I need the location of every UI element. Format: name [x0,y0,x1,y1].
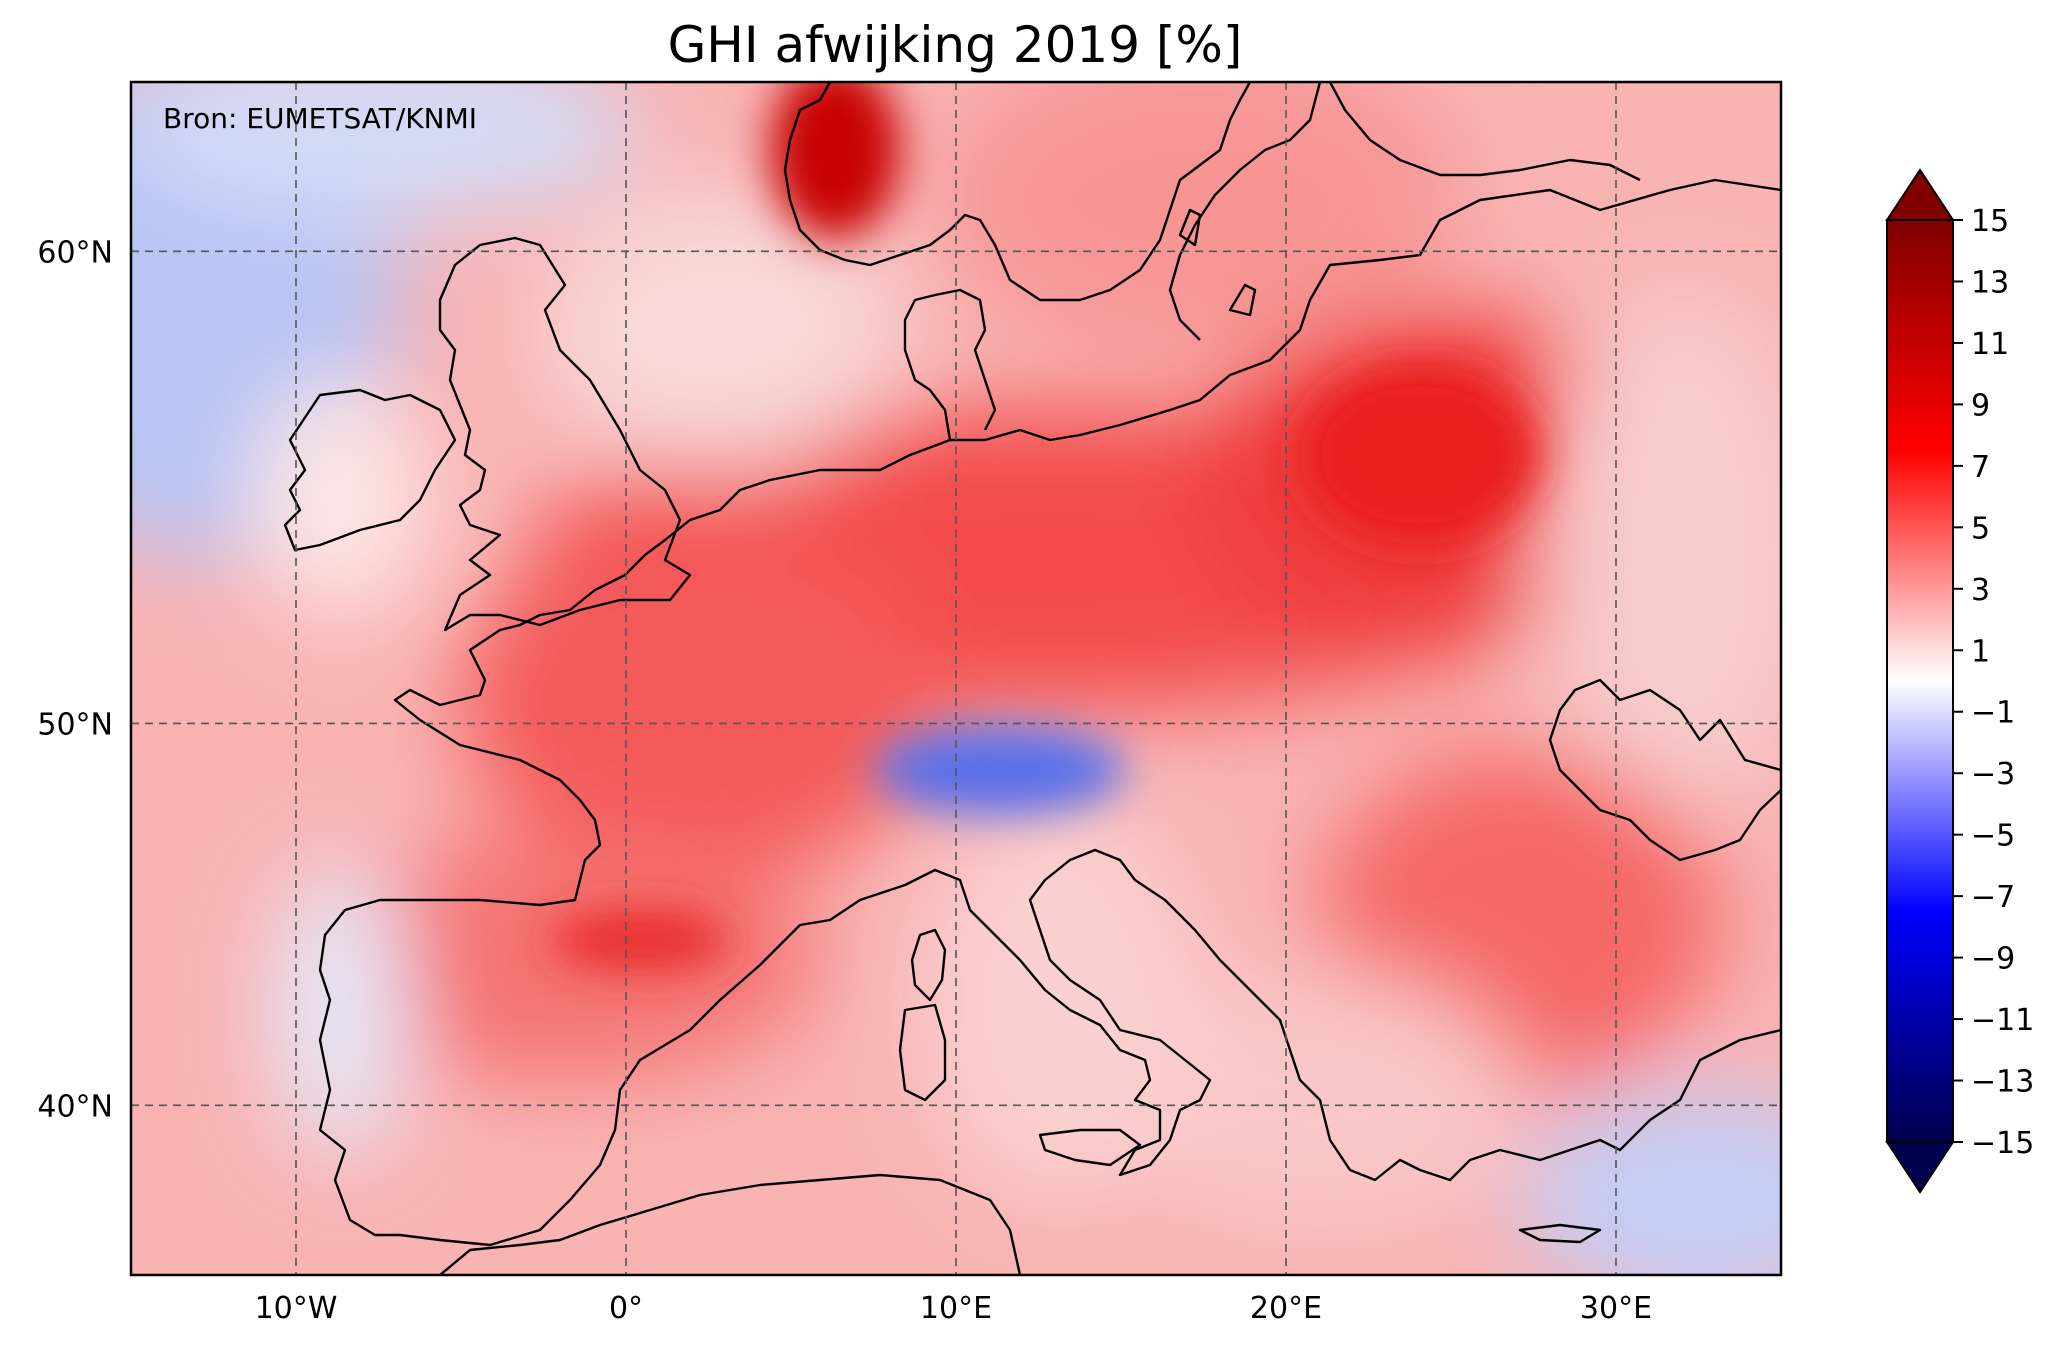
anomaly-blob-spain-ebro [550,910,730,970]
colorbar-tick-label: −15 [1971,1126,2034,1161]
coast-corsica [910,928,947,1002]
colorbar-tick-label: −3 [1971,757,2015,792]
colorbar-tick-label: 11 [1971,327,2009,362]
coast-gulf-bothnia [1168,82,1322,341]
colorbar-tick-label: −13 [1971,1065,2034,1100]
coast-great-britain [438,236,692,632]
coast-sicily [1038,1128,1142,1167]
figure-title: GHI afwijking 2019 [%] [668,16,1243,74]
latitude-tick-labels: 40°N 50°N 60°N [37,235,113,1124]
coast-finland [1328,82,1641,182]
colorbar-tick-label: 9 [1971,388,1990,423]
longitude-tick-labels: 10°W 0° 10°E 20°E 30°E [255,1291,1652,1326]
gridlines [131,82,1781,1275]
lon-tick-label: 10°W [255,1291,338,1326]
anomaly-blob-italy [920,800,1200,1200]
colorbar-tick-label: 5 [1971,511,1990,546]
colorbar-tick-label: −9 [1971,942,2015,977]
lat-tick-label: 40°N [37,1089,113,1124]
coastlines [283,82,1781,1275]
colorbar-ticks: 15 13 11 9 7 5 3 1 −1 −3 −5 −7 −9 −11 −13 −15 [1953,204,2034,1161]
coast-crete [1518,1223,1602,1244]
anomaly-blob-alps [875,725,1125,815]
coast-sardinia [898,1003,947,1102]
anomaly-blob-france [460,520,940,880]
colorbar-gradient [1886,219,1954,1143]
colorbar-tick-label: −5 [1971,819,2015,854]
lon-tick-label: 10°E [920,1291,992,1326]
anomaly-field-details [550,82,1540,970]
anomaly-blob-sweden [940,82,1460,360]
anomaly-blob-norway [770,82,900,240]
colorbar-tick-label: 1 [1971,634,1990,669]
lat-tick-label: 50°N [37,707,113,742]
colorbar-tick-label: 7 [1971,450,1990,485]
coast-ireland [283,388,457,552]
colorbar-extend-bottom [1885,1141,1955,1194]
anomaly-blob-east [1540,290,1781,810]
anomaly-blob-west-iberia [270,860,410,1160]
anomaly-blob-pomerania [1300,365,1540,545]
lon-tick-label: 20°E [1250,1291,1322,1326]
coast-baltic-islands [1178,208,1257,317]
coast-north-africa [439,1173,1022,1275]
colorbar-tick-label: 13 [1971,265,2009,300]
colorbar-tick-label: −7 [1971,880,2015,915]
lon-tick-label: 30°E [1580,1291,1652,1326]
colorbar-tick-label: −11 [1971,1003,2034,1038]
anomaly-blob-ireland [250,380,430,620]
source-label: Bron: EUMETSAT/KNMI [163,102,477,135]
coast-black-sea [1548,678,1781,862]
colorbar-tick-label: 15 [1971,204,2009,239]
colorbar: 15 13 11 9 7 5 3 1 −1 −3 −5 −7 −9 −11 −13 −15 [1885,168,2034,1194]
colorbar-tick-label: −1 [1971,696,2015,731]
anomaly-blob-northsea [540,190,900,470]
colorbar-extend-top [1885,168,1955,221]
map-frame [129,80,1783,1277]
lon-tick-label: 0° [609,1291,643,1326]
lat-tick-label: 60°N [37,235,113,270]
anomaly-blob-eastmed [1520,1090,1781,1275]
colorbar-tick-label: 3 [1971,573,1990,608]
anomaly-blob-north-atlantic [131,82,640,220]
coast-scandinavia [783,82,1252,302]
coast-continent [318,178,1781,1247]
coast-jutland [903,288,997,441]
map-area [131,82,1781,1275]
